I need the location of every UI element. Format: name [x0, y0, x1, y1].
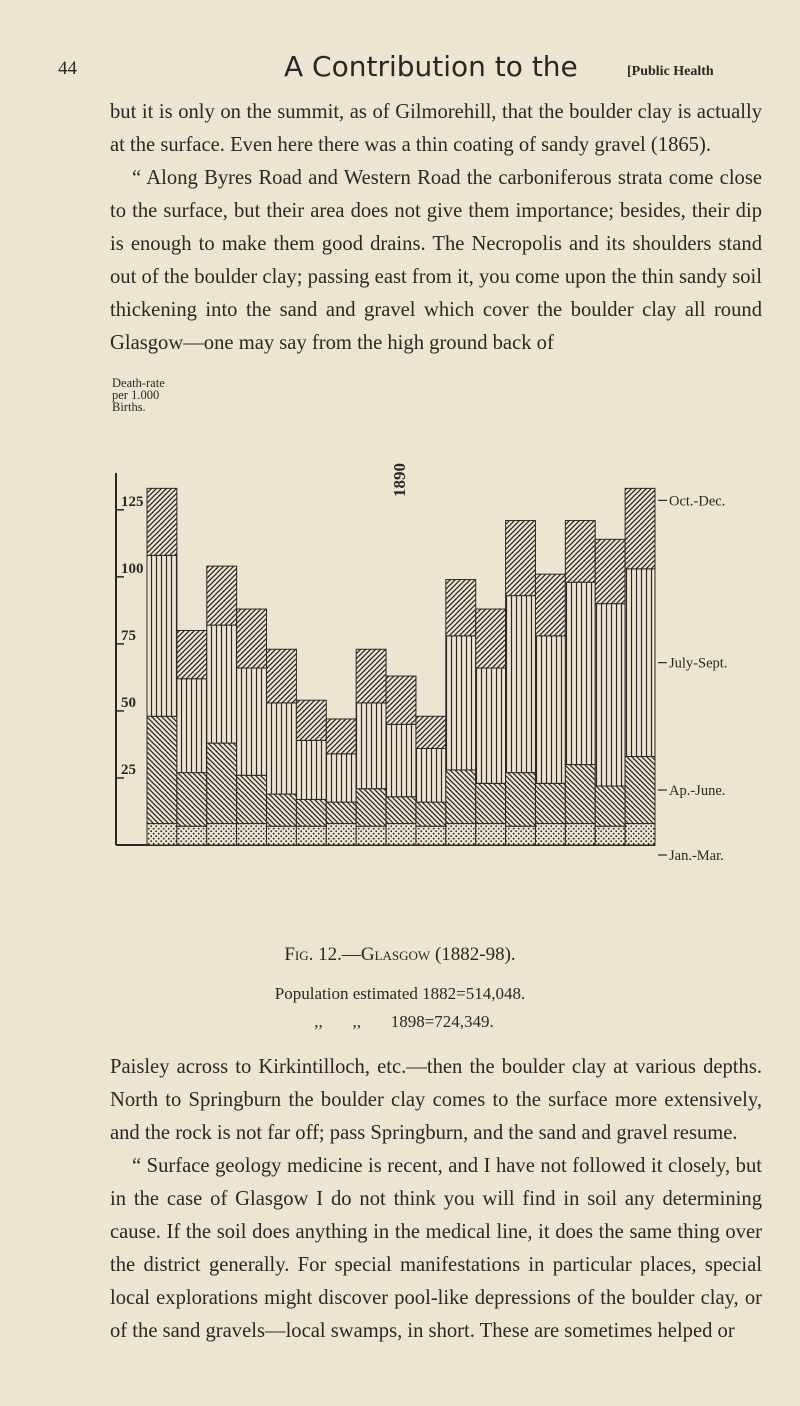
bar-segment [146, 715, 178, 825]
bar-segment [236, 823, 268, 846]
bar-segment [295, 825, 327, 846]
bar-segment [176, 772, 208, 827]
chart: 25 50 75 100 125 1890 Jan.-Mar. Ap.-June. July-S… [115, 463, 727, 864]
bar-segment [146, 554, 178, 717]
bar-segment [475, 667, 507, 784]
bar-segment [146, 823, 178, 846]
bar-segment [505, 772, 536, 827]
y-tick-label: 50 [121, 695, 136, 711]
bar-segment [445, 635, 477, 771]
paragraph: Paisley across to Kirkintilloch, etc.—th… [110, 1056, 762, 1144]
bar-segment [385, 823, 417, 846]
y-tick-label: 100 [121, 561, 144, 577]
page-number: 44 [58, 58, 77, 79]
running-title: A Contribution to the [284, 50, 578, 83]
bar-segment [206, 823, 238, 846]
bar-segment [564, 823, 596, 846]
bar-segment [594, 825, 626, 846]
bar-segment [355, 702, 387, 790]
bar-segment [415, 715, 447, 749]
bar-segment [415, 825, 447, 846]
legend-label: Ap.-June. [669, 783, 725, 799]
bar-segment [176, 629, 208, 680]
bar-segment [146, 487, 178, 556]
bar-segment [564, 764, 596, 825]
bar-segment [624, 568, 656, 758]
bar-segment [266, 825, 297, 846]
bar-segment [206, 565, 238, 626]
bar-segment [325, 801, 357, 825]
bar-segment [236, 667, 268, 776]
bar-segment [445, 769, 477, 825]
category-label: 1890 [390, 463, 409, 497]
bar-segment [266, 648, 297, 704]
bar-segment [295, 798, 327, 827]
bar-segment [415, 801, 447, 827]
bar-segment [594, 603, 626, 787]
top-text: but it is only on the summit, as of Gilm… [110, 96, 762, 360]
bar-segment [534, 635, 566, 784]
legend-label: July-Sept. [669, 656, 727, 672]
caption-line: ,, ,, 1898=724,349. [314, 1012, 494, 1031]
bar-segment [624, 823, 656, 846]
bar-segment [415, 747, 447, 803]
bar-segment [176, 678, 208, 774]
bar-segment [295, 739, 327, 800]
bottom-text: Paisley across to Kirkintilloch, etc.—th… [110, 1051, 762, 1348]
paragraph: “ Along Byres Road and Western Road the … [110, 167, 762, 354]
bar-segment [624, 487, 656, 570]
bar-segment [594, 785, 626, 827]
paragraph: but it is only on the summit, as of Gilm… [110, 101, 762, 156]
bar-segment [534, 823, 566, 846]
bar-segment [355, 825, 387, 846]
bar-segment [594, 538, 626, 605]
y-tick-label: 125 [121, 494, 144, 510]
bar-segment [325, 823, 357, 846]
legend-label: Oct.-Dec. [669, 493, 725, 509]
bar-segment [445, 579, 477, 637]
bar-segment [475, 608, 507, 669]
bar-segment [475, 782, 507, 825]
bar-segment [355, 788, 387, 827]
bar-segment [445, 823, 477, 846]
bar-segment [266, 793, 297, 827]
bar-segment [534, 573, 566, 637]
bar-segment [534, 782, 566, 825]
bar-segment [295, 699, 327, 741]
bar-segment [385, 675, 417, 725]
bar-segment [505, 595, 536, 774]
y-tick-label: 75 [121, 628, 136, 644]
bar-segment [206, 624, 238, 744]
bar-segment [564, 520, 596, 583]
bar-segment [505, 520, 536, 597]
bar-segment [236, 608, 268, 669]
figure-caption: Fig. 12.—Glasgow (1882-98). [284, 944, 516, 965]
bar-segment [385, 796, 417, 825]
bar-segment [564, 581, 596, 766]
legend-label: Jan.-Mar. [669, 848, 724, 864]
bar-segment [325, 718, 357, 755]
y-tick-label: 25 [121, 762, 136, 778]
bar-segment [355, 648, 387, 704]
paragraph: “ Surface geology medicine is recent, an… [110, 1155, 762, 1342]
bar-segment [176, 825, 208, 846]
bar-segment [236, 774, 268, 825]
bar-segment [325, 753, 357, 803]
caption-line: Population estimated 1882=514,048. [274, 984, 526, 1003]
section-title: [Public Health [627, 64, 714, 79]
bar-segment [385, 723, 417, 798]
bar-segment [475, 823, 507, 846]
bar-segment [505, 825, 536, 846]
bar-segment [206, 742, 238, 825]
bar-segment [266, 702, 297, 795]
y-axis-label: Death-rate per 1.000 Births. [112, 376, 165, 414]
bar-segment [624, 756, 656, 825]
